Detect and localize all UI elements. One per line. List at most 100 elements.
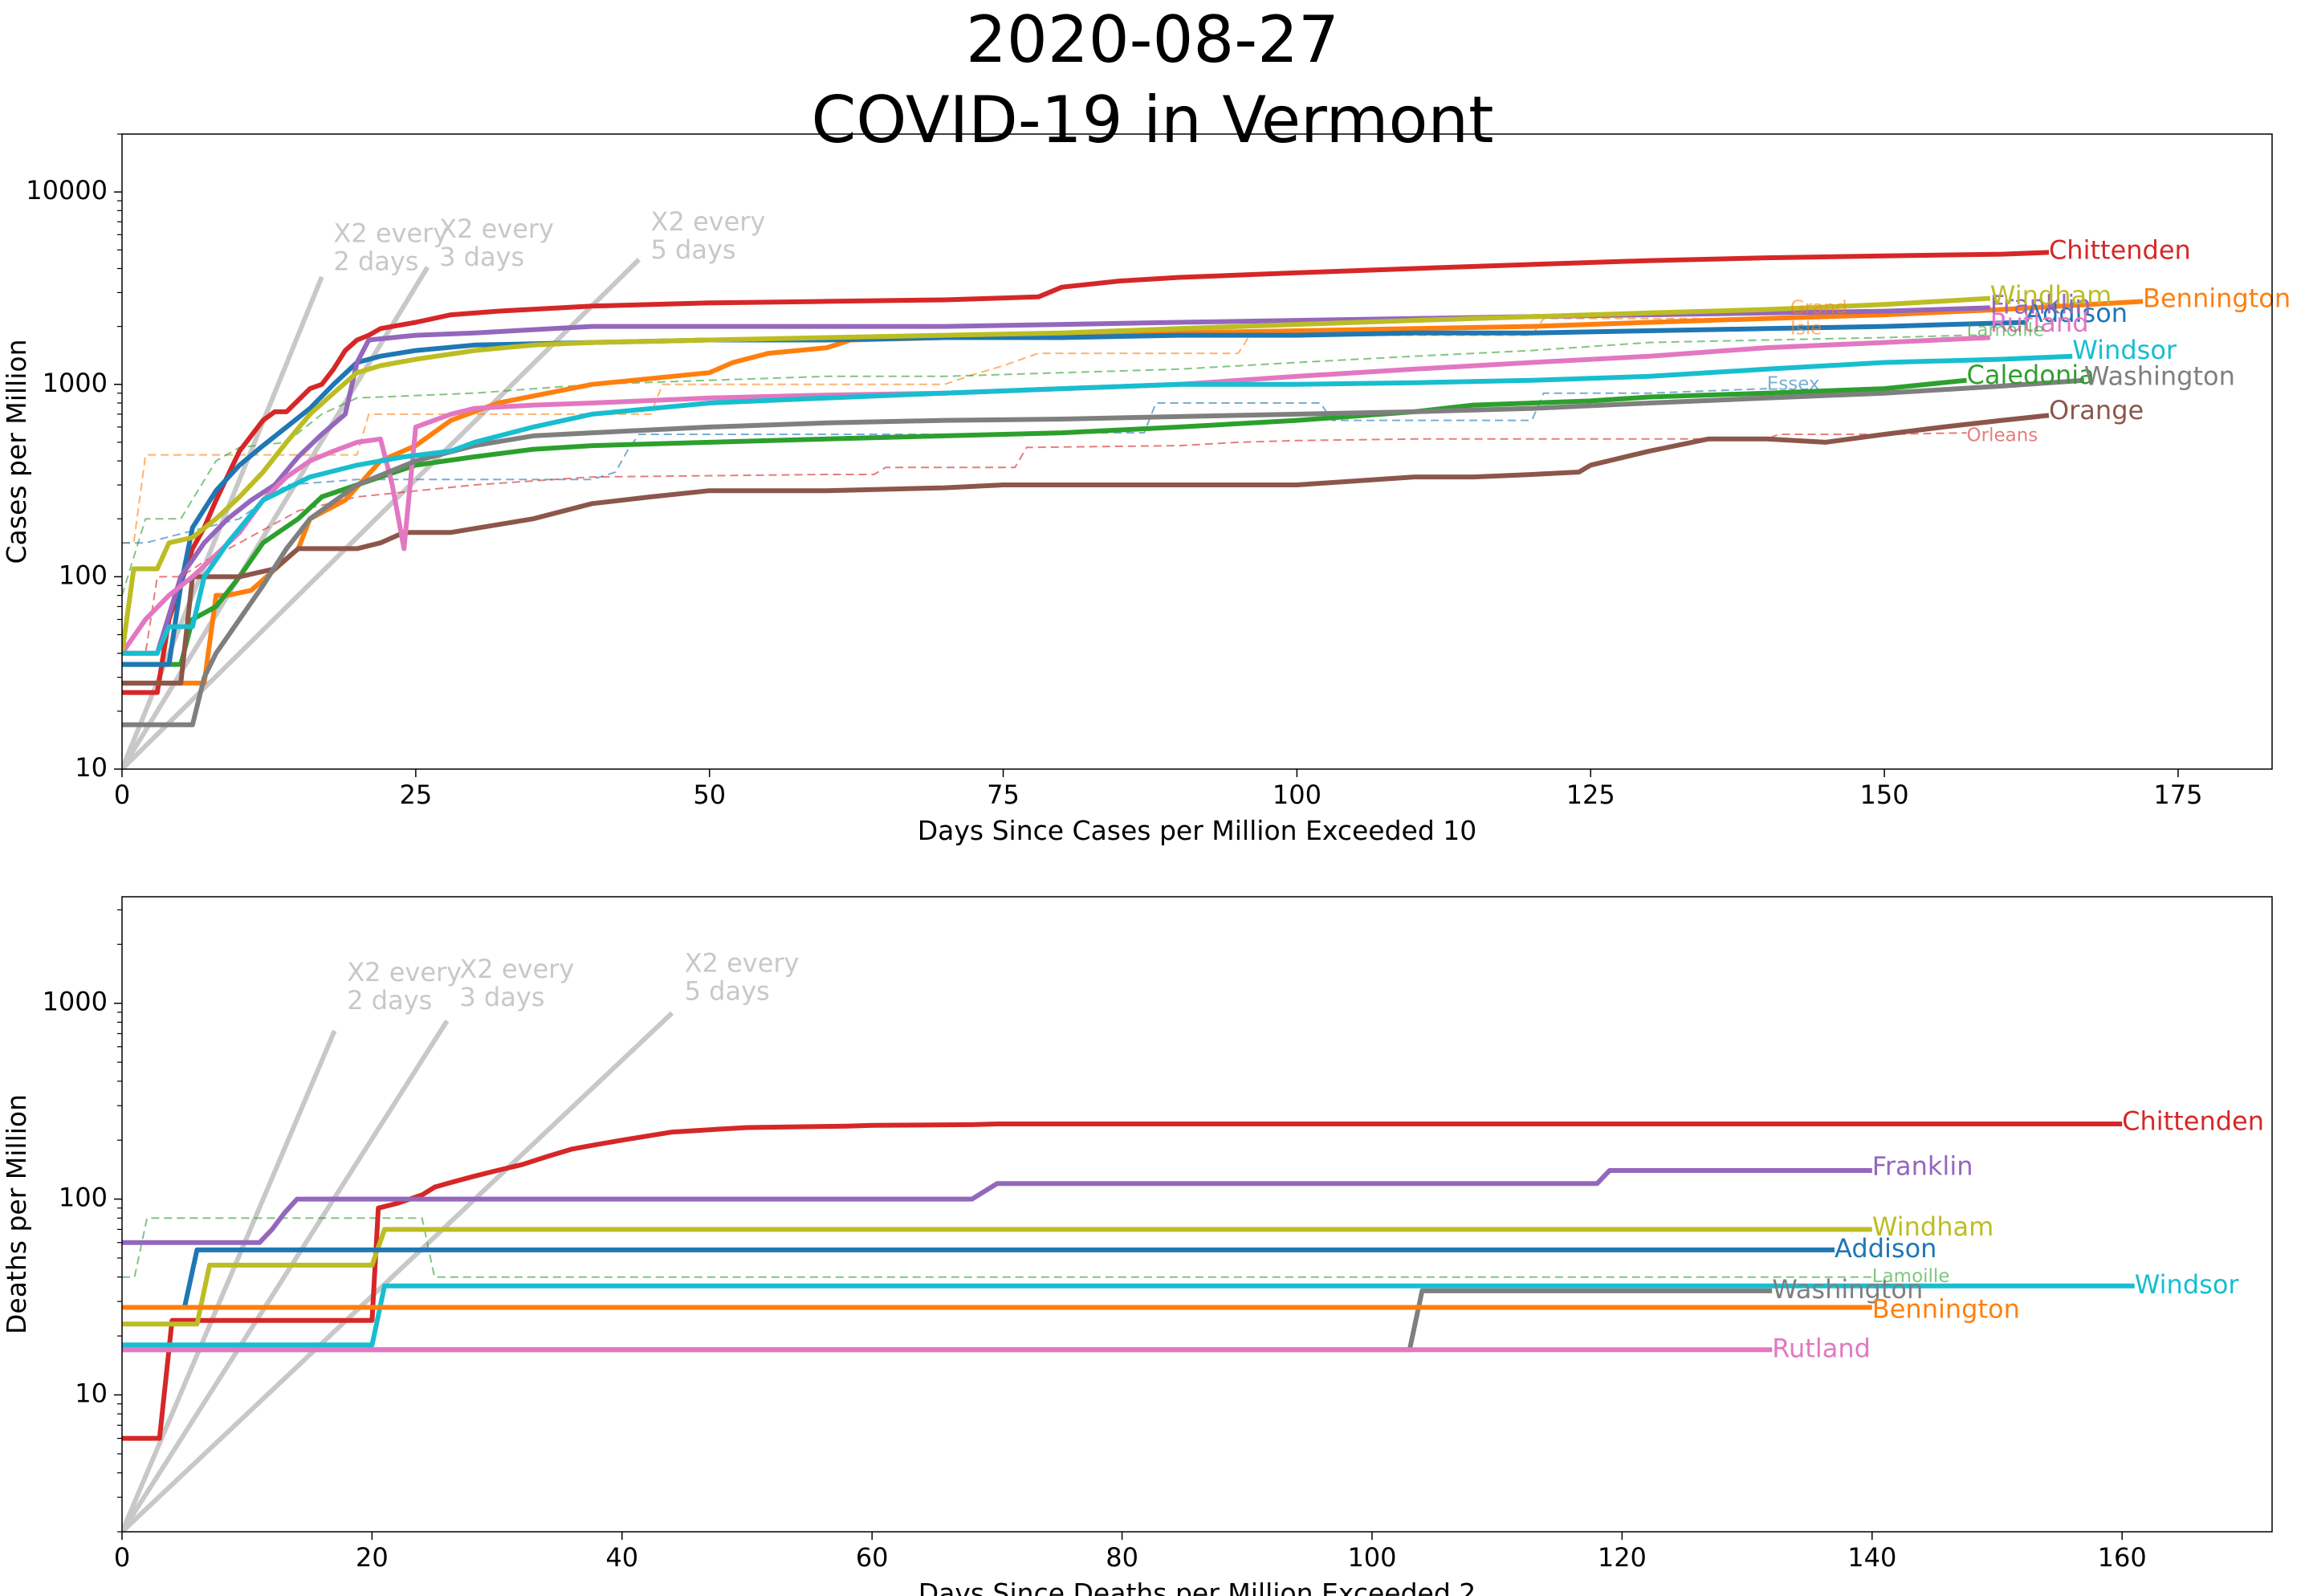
series-label-windham: Windham — [1990, 280, 2112, 311]
series-line-chittenden — [122, 250, 2050, 695]
series-label-essex: Essex — [1767, 373, 1820, 394]
series-label-windham: Windham — [1872, 1211, 1993, 1242]
y-axis-label: Cases per Million — [1, 339, 32, 564]
x-tick-label: 125 — [1566, 780, 1615, 810]
doubling-label-line-1: X2 every — [685, 947, 800, 978]
series-label-line-2: Isle — [1790, 318, 1822, 339]
series-label-rutland: Rutland — [1772, 1333, 1871, 1363]
series-label-bennington: Bennington — [2143, 283, 2291, 313]
x-tick-label: 120 — [1598, 1542, 1647, 1573]
series-label-washington: Washington — [1772, 1274, 1923, 1305]
x-tick-label: 100 — [1347, 1542, 1396, 1573]
y-tick-label: 1000 — [43, 368, 108, 398]
y-tick-label: 1000 — [43, 987, 108, 1017]
series-label-grand-isle: Grand Isle — [1790, 297, 1847, 339]
doubling-line-2-days — [122, 1029, 337, 1532]
x-tick-label: 150 — [1860, 780, 1909, 810]
series-label-lamoille: Lamoille — [1872, 1266, 1950, 1287]
doubling-label-line-1: X2 every — [439, 214, 554, 244]
series-label-bennington: Bennington — [1872, 1293, 2020, 1324]
series-label-orange: Orange — [2049, 395, 2144, 425]
series-label-franklin: Franklin — [1990, 289, 2091, 320]
doubling-line-3-days — [122, 1020, 450, 1532]
y-tick-label: 10 — [75, 1378, 108, 1409]
y-tick-label: 10 — [75, 752, 108, 783]
series-line-franklin — [122, 1168, 1872, 1245]
series-label-caledonia: Caledonia — [1967, 360, 2095, 390]
series-label-addison: Addison — [1835, 1233, 1936, 1264]
series-line-orange — [122, 413, 2050, 686]
axes-frame — [121, 896, 2273, 1533]
series-line-windham — [122, 295, 1990, 654]
series-line-bennington — [122, 299, 2144, 686]
x-axis-label: Days Since Cases per Million Exceeded 10 — [918, 815, 1477, 846]
x-tick-label: 160 — [2098, 1542, 2147, 1573]
x-tick-label: 0 — [114, 780, 130, 810]
doubling-label-2-days: X2 every 2 days — [333, 218, 448, 276]
series-label-lamoille: Lamoille — [1967, 320, 2045, 340]
doubling-label-line-2: 3 days — [439, 242, 524, 272]
x-tick-label: 40 — [605, 1542, 638, 1573]
doubling-label-line-1: X2 every — [347, 957, 462, 987]
series-line-addison — [122, 320, 2026, 667]
axes-frame — [121, 133, 2273, 770]
doubling-label-line-2: 5 days — [685, 975, 770, 1006]
doubling-label-line-1: X2 every — [459, 954, 574, 984]
x-tick-label: 80 — [1106, 1542, 1138, 1573]
x-tick-label: 50 — [693, 780, 726, 810]
doubling-label-line-1: X2 every — [651, 206, 766, 237]
x-tick-label: 75 — [987, 780, 1020, 810]
series-label-addison: Addison — [2026, 298, 2128, 328]
y-tick-label: 100 — [59, 560, 108, 590]
series-line-washington — [122, 377, 2085, 727]
series-label-chittenden: Chittenden — [2049, 234, 2191, 265]
y-tick-label: 10000 — [26, 175, 108, 206]
x-tick-label: 140 — [1847, 1542, 1896, 1573]
doubling-label-line-2: 2 days — [347, 985, 432, 1016]
series-label-orleans: Orleans — [1967, 425, 2038, 446]
figure-title-date: 2020-08-27 — [966, 2, 1339, 77]
doubling-label-line-2: 2 days — [333, 246, 418, 276]
doubling-line-3-days — [122, 266, 430, 769]
doubling-line-5-days — [122, 1011, 674, 1532]
figure-title: 2020-08-27 COVID-19 in Vermont — [0, 0, 2305, 161]
plot-area — [122, 1011, 2135, 1532]
doubling-label-5-days: X2 every 5 days — [685, 947, 800, 1006]
x-tick-label: 100 — [1273, 780, 1322, 810]
x-tick-label: 60 — [856, 1542, 889, 1573]
x-tick-label: 25 — [399, 780, 432, 810]
doubling-label-3-days: X2 every 3 days — [459, 954, 574, 1012]
series-label-windsor: Windsor — [2072, 335, 2177, 365]
series-label-washington: Washington — [2084, 361, 2235, 392]
series-label-franklin: Franklin — [1872, 1150, 1973, 1181]
doubling-label-3-days: X2 every 3 days — [439, 214, 554, 272]
series-label-rutland: Rutland — [1990, 307, 2089, 338]
series-label-chittenden: Chittenden — [2122, 1106, 2264, 1137]
series-label-line-1: Grand — [1790, 297, 1847, 318]
series-label-windsor: Windsor — [2135, 1269, 2240, 1300]
figure-title-text: COVID-19 in Vermont — [811, 83, 1494, 157]
x-tick-label: 0 — [114, 1542, 130, 1573]
series-line-essex — [122, 388, 1767, 544]
doubling-label-line-2: 3 days — [459, 982, 544, 1012]
series-line-windham — [122, 1227, 1872, 1327]
doubling-label-2-days: X2 every 2 days — [347, 957, 462, 1016]
doubling-label-5-days: X2 every 5 days — [651, 206, 766, 265]
x-axis-label: Days Since Deaths per Million Exceeded 2 — [918, 1578, 1476, 1596]
series-line-lamoille — [122, 334, 1967, 596]
series-line-windsor — [122, 353, 2073, 656]
y-tick-label: 100 — [59, 1183, 108, 1213]
x-tick-label: 175 — [2153, 780, 2202, 810]
y-axis-label: Deaths per Million — [1, 1094, 32, 1334]
series-line-windsor — [122, 1283, 2135, 1348]
doubling-label-line-1: X2 every — [333, 218, 448, 248]
series-line-lamoille — [122, 1217, 1872, 1278]
series-line-caledonia — [122, 377, 1967, 667]
series-line-addison — [122, 1247, 1835, 1310]
doubling-label-line-2: 5 days — [651, 234, 736, 265]
x-tick-label: 20 — [356, 1542, 389, 1573]
